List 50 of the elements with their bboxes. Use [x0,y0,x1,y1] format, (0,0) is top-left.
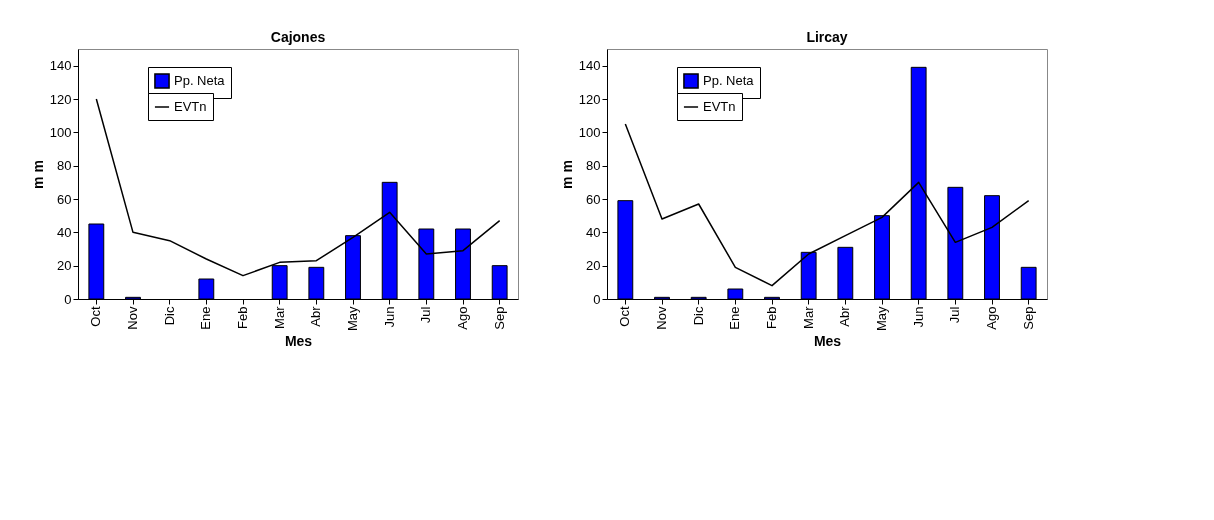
x-tick-label: Dic [161,306,177,326]
x-tick-label: Jun [910,306,926,328]
x-tick-label: Jul [947,306,963,324]
y-tick-label: 100 [578,124,601,140]
y-tick-label: 0 [593,291,601,307]
x-tick-label: Nov [125,306,140,330]
x-tick-label: Abr [837,305,853,327]
y-tick-label: 40 [57,224,72,240]
x-tick-label: Feb [235,306,250,329]
y-tick-label: 100 [49,124,72,140]
legend-label: EVTn [703,99,736,114]
y-tick-label: 60 [57,191,72,207]
y-tick-label: 120 [49,91,72,107]
y-tick-label: 80 [57,158,72,174]
chart-title: Cajones [270,29,326,45]
x-axis-title: Mes [813,333,842,350]
legend-label: EVTn [174,99,207,114]
x-tick-label: Mar [271,305,287,329]
y-tick-label: 40 [586,224,601,240]
x-tick-label: Sep [1020,306,1036,330]
legend-label: Pp. Neta [703,73,755,88]
x-tick-label: Feb [764,306,779,329]
x-tick-label: Dic [690,306,706,326]
y-tick-label: 80 [586,158,601,174]
x-tick-label: May [345,306,360,332]
y-tick-label: 140 [578,58,601,74]
x-tick-label: Jul [418,306,434,324]
y-tick-label: 140 [49,58,72,74]
x-tick-label: Jun [381,306,397,328]
x-tick-label: Mar [800,305,816,329]
x-tick-label: Ene [727,306,743,330]
x-tick-label: Ene [198,306,214,330]
legend-label: Pp. Neta [174,73,226,88]
y-axis-title: m m [29,160,46,189]
x-tick-label: Oct [617,306,633,327]
y-tick-label: 60 [586,191,601,207]
x-tick-label: Ago [455,306,470,330]
x-tick-label: May [874,306,889,332]
chart-title: Lircay [806,29,848,45]
y-axis-title: m m [558,160,575,189]
x-axis-title: Mes [284,333,313,350]
y-tick-label: 20 [586,258,601,274]
x-tick-label: Ago [984,306,999,330]
y-tick-label: 0 [64,291,72,307]
x-tick-label: Oct [88,306,104,327]
x-tick-label: Nov [654,306,669,330]
x-tick-label: Abr [308,305,324,327]
y-tick-label: 120 [578,91,601,107]
x-tick-label: Sep [491,306,507,330]
y-tick-label: 20 [57,258,72,274]
